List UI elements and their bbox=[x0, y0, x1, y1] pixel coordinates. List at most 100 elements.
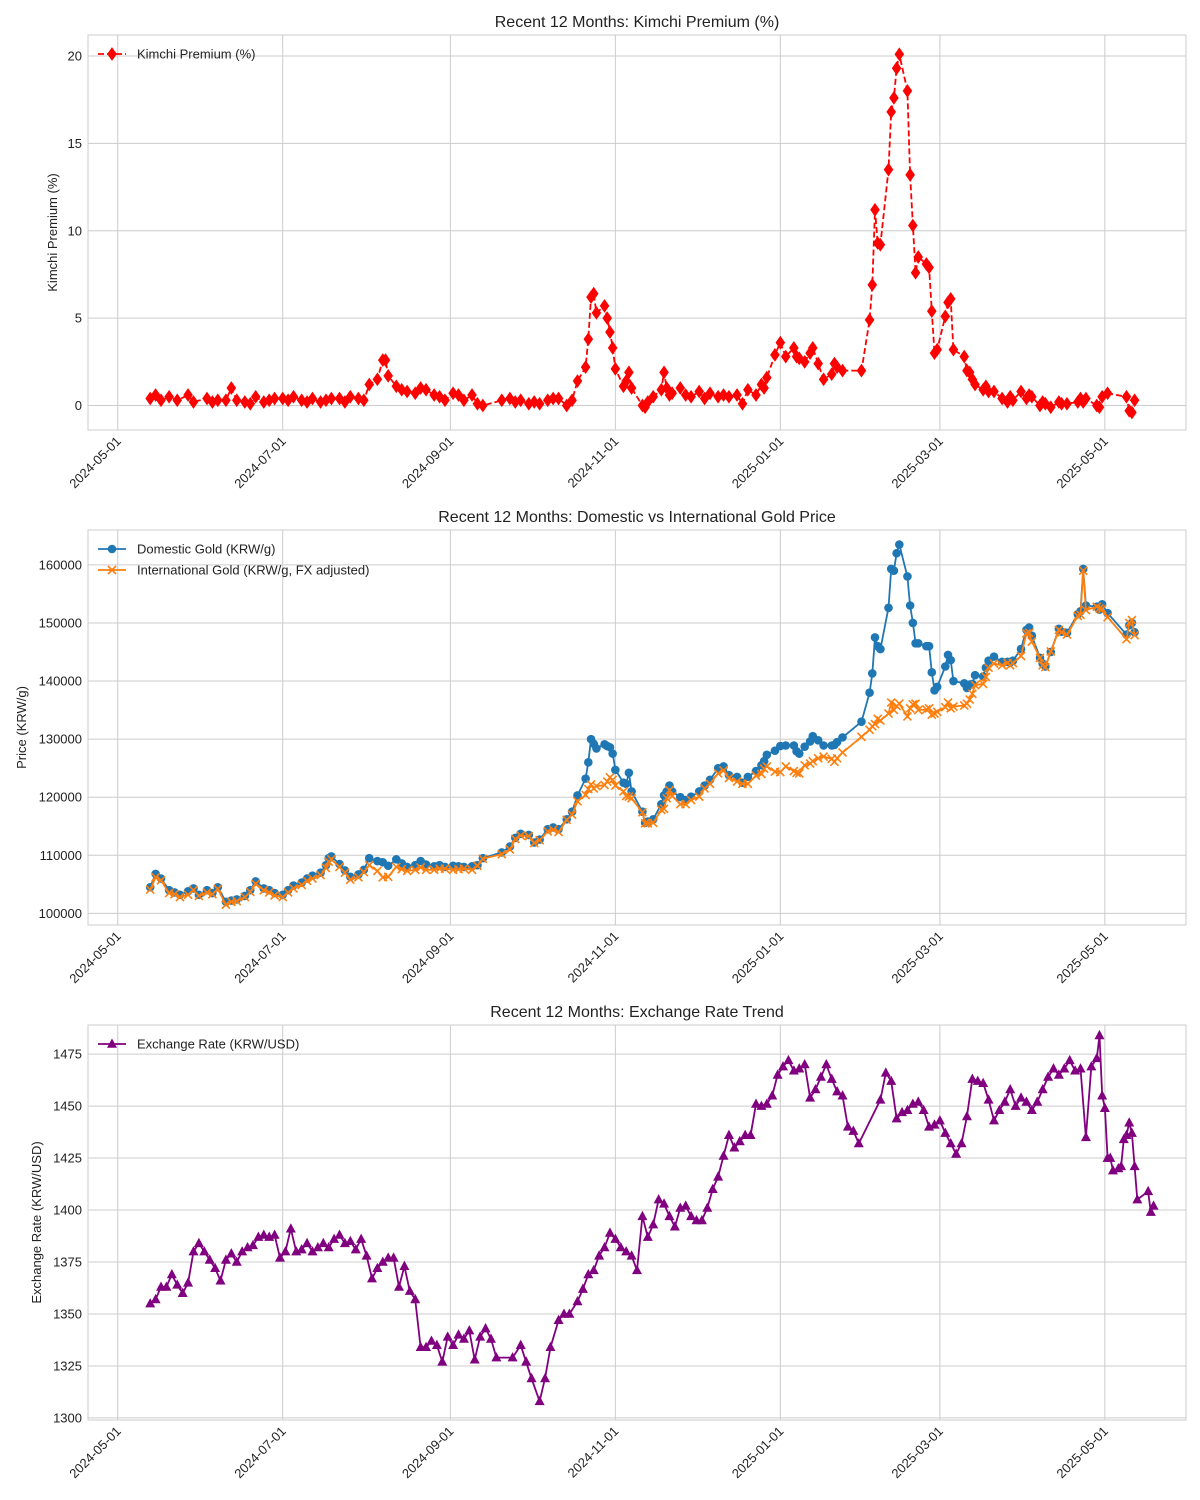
data-point bbox=[1027, 389, 1037, 404]
data-point bbox=[756, 769, 766, 779]
data-point bbox=[632, 1264, 642, 1275]
data-point bbox=[686, 389, 696, 404]
data-point bbox=[202, 887, 212, 898]
data-point bbox=[819, 741, 828, 750]
data-point bbox=[724, 773, 734, 783]
y-axis-label: Exchange Rate (KRW/USD) bbox=[29, 1141, 44, 1303]
data-point bbox=[694, 384, 705, 399]
data-point bbox=[1062, 396, 1072, 411]
x-tick-label: 2024-09-01 bbox=[399, 434, 457, 492]
data-point bbox=[945, 292, 956, 306]
data-point bbox=[662, 793, 672, 803]
data-point bbox=[1102, 386, 1113, 401]
data-point bbox=[361, 1250, 372, 1260]
data-point bbox=[970, 670, 980, 680]
data-point bbox=[359, 867, 369, 877]
data-point bbox=[737, 396, 748, 411]
data-point bbox=[656, 805, 666, 815]
data-point bbox=[366, 1273, 377, 1283]
data-point bbox=[161, 1281, 172, 1291]
data-point bbox=[1086, 1061, 1097, 1071]
data-point bbox=[307, 873, 318, 884]
data-point bbox=[886, 1075, 897, 1085]
data-point bbox=[581, 790, 591, 800]
data-point bbox=[1008, 658, 1018, 668]
data-point bbox=[572, 374, 583, 388]
data-point bbox=[880, 1067, 891, 1077]
data-point bbox=[226, 381, 237, 395]
data-point bbox=[1094, 1029, 1105, 1040]
data-point bbox=[813, 753, 823, 763]
data-point bbox=[889, 566, 899, 575]
data-point bbox=[864, 313, 875, 327]
x-tick-label: 2024-07-01 bbox=[231, 929, 289, 987]
data-point bbox=[924, 260, 934, 275]
data-point bbox=[994, 1104, 1005, 1115]
data-point bbox=[743, 382, 753, 397]
data-point bbox=[832, 360, 842, 374]
data-point bbox=[686, 795, 696, 805]
data-point bbox=[526, 1372, 537, 1383]
y-axis-label: Kimchi Premium (%) bbox=[45, 173, 60, 291]
data-point bbox=[867, 669, 877, 678]
data-point bbox=[1045, 400, 1056, 415]
x-tick-label: 2025-03-01 bbox=[888, 434, 946, 492]
data-point bbox=[364, 860, 374, 870]
y-tick-label: 1400 bbox=[53, 1203, 82, 1218]
data-point bbox=[908, 218, 918, 233]
data-point bbox=[177, 1287, 188, 1297]
data-point bbox=[624, 768, 634, 778]
data-point bbox=[210, 1262, 221, 1273]
data-point bbox=[383, 872, 393, 882]
data-point bbox=[961, 1110, 972, 1121]
x-tick-label: 2024-05-01 bbox=[66, 1424, 124, 1482]
data-point bbox=[107, 565, 117, 575]
data-point bbox=[478, 854, 488, 864]
data-point bbox=[924, 641, 934, 651]
data-point bbox=[621, 1246, 632, 1256]
data-point bbox=[535, 835, 545, 845]
data-point bbox=[808, 756, 818, 766]
data-point bbox=[1103, 612, 1113, 622]
data-point bbox=[1097, 1090, 1108, 1100]
data-point bbox=[794, 768, 804, 778]
data-point bbox=[213, 884, 223, 894]
data-point bbox=[615, 1241, 626, 1252]
data-point bbox=[588, 286, 599, 301]
data-point bbox=[588, 1264, 599, 1275]
data-point bbox=[193, 1237, 204, 1248]
data-point bbox=[599, 1241, 610, 1252]
data-point bbox=[643, 395, 653, 409]
data-point bbox=[335, 859, 344, 869]
data-point bbox=[934, 1115, 945, 1125]
data-point bbox=[761, 1098, 772, 1108]
data-point bbox=[837, 1090, 848, 1100]
y-tick-label: 140000 bbox=[39, 674, 82, 689]
data-point bbox=[989, 652, 999, 661]
data-point bbox=[340, 866, 350, 875]
data-point bbox=[583, 1268, 594, 1279]
data-point bbox=[323, 1241, 334, 1252]
data-point bbox=[221, 900, 231, 910]
data-point bbox=[626, 381, 637, 395]
data-point bbox=[584, 758, 593, 767]
data-point bbox=[1124, 1117, 1135, 1127]
data-point bbox=[1091, 1052, 1102, 1063]
data-point bbox=[410, 1293, 421, 1304]
data-point bbox=[269, 391, 280, 406]
data-point bbox=[340, 395, 350, 409]
data-point bbox=[1048, 1063, 1059, 1073]
data-point bbox=[732, 388, 742, 402]
data-point bbox=[245, 887, 255, 897]
data-point bbox=[1021, 1096, 1032, 1106]
data-point bbox=[675, 381, 686, 395]
data-point bbox=[927, 668, 937, 677]
data-point bbox=[188, 395, 199, 409]
y-tick-label: 5 bbox=[75, 311, 82, 326]
data-point bbox=[540, 1372, 551, 1383]
data-point bbox=[485, 1333, 496, 1343]
data-point bbox=[875, 237, 886, 252]
data-point bbox=[707, 1183, 718, 1194]
x-tick-label: 2025-01-01 bbox=[729, 434, 787, 492]
plot-area bbox=[88, 1025, 1186, 1420]
